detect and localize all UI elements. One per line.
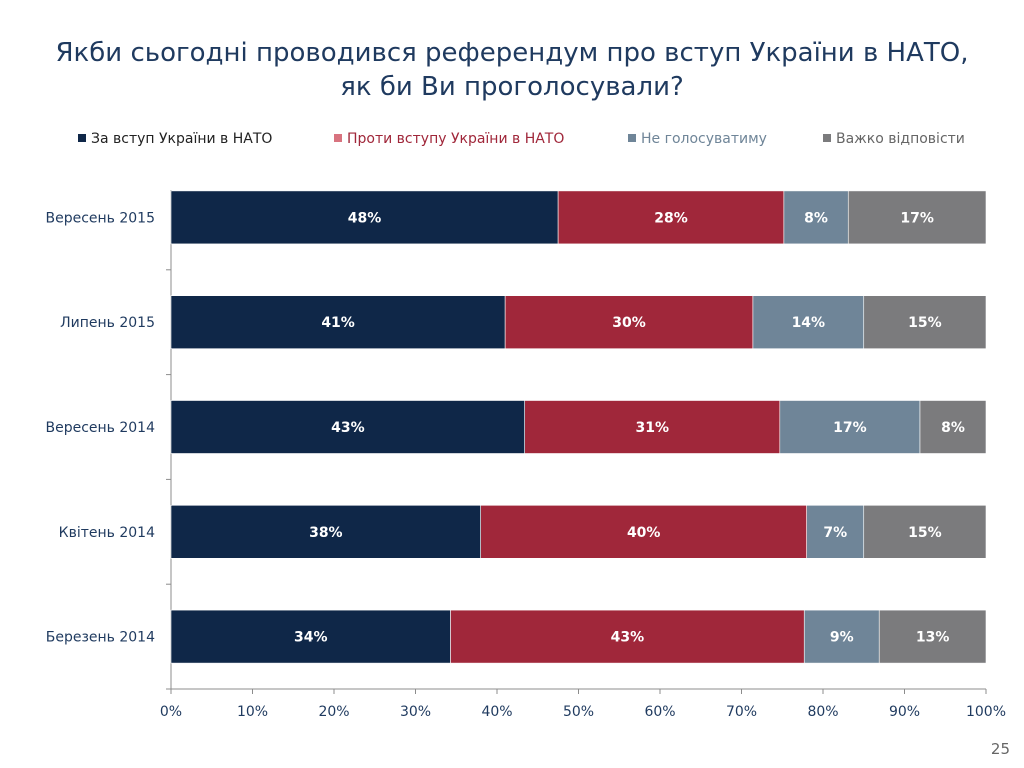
x-tick-label: 60% bbox=[644, 704, 675, 720]
bar-value-label: 48% bbox=[348, 210, 382, 226]
legend-label-hard-to-say: Важко відповісти bbox=[836, 131, 965, 147]
chart-title: Якби сьогодні проводився референдум про … bbox=[55, 38, 969, 102]
bar-value-label: 9% bbox=[830, 630, 854, 646]
legend-label-for: За вступ України в НАТО bbox=[91, 131, 273, 147]
x-tick-label: 50% bbox=[563, 704, 594, 720]
bar-segment bbox=[504, 295, 754, 350]
bar-segment bbox=[878, 609, 987, 664]
bar-segment bbox=[557, 190, 785, 245]
y-category-label: Квітень 2014 bbox=[59, 525, 155, 541]
bar-segment bbox=[806, 504, 865, 559]
legend-swatch-for bbox=[78, 134, 86, 142]
legend-label-wont-vote: Не голосуватиму bbox=[641, 131, 767, 147]
bar-segment bbox=[803, 609, 880, 664]
x-tick-label: 90% bbox=[889, 704, 920, 720]
legend-item-hard-to-say: Важко відповісти bbox=[823, 131, 965, 147]
bar-value-label: 31% bbox=[635, 420, 669, 436]
legend-swatch-against bbox=[334, 134, 342, 142]
bar-value-label: 41% bbox=[321, 315, 355, 331]
legend-item-for: За вступ України в НАТО bbox=[78, 131, 272, 147]
bar-segment bbox=[783, 190, 849, 245]
legend-item-against: Проти вступу України в НАТО bbox=[334, 131, 564, 147]
bar-segment bbox=[450, 609, 805, 664]
bar-segment bbox=[919, 400, 987, 454]
x-tick-label: 20% bbox=[318, 704, 349, 720]
x-tick-label: 80% bbox=[807, 704, 838, 720]
x-tick-label: 30% bbox=[400, 704, 431, 720]
page-number: 25 bbox=[990, 740, 1010, 758]
legend-item-wont-vote: Не голосуватиму bbox=[628, 131, 767, 147]
bar-segment bbox=[863, 504, 987, 559]
bar-segment bbox=[863, 295, 987, 350]
bar-value-label: 8% bbox=[941, 420, 965, 436]
x-tick-label: 70% bbox=[726, 704, 757, 720]
chart-legend: За вступ України в НАТО Проти вступу Укр… bbox=[0, 131, 1024, 151]
bar-value-label: 28% bbox=[654, 210, 688, 226]
x-tick-label: 10% bbox=[237, 704, 268, 720]
bar-value-label: 15% bbox=[908, 315, 942, 331]
y-category-label: Вересень 2015 bbox=[45, 210, 155, 226]
bar-value-label: 38% bbox=[309, 525, 343, 541]
bar-value-label: 14% bbox=[792, 315, 826, 331]
x-tick-label: 0% bbox=[160, 704, 182, 720]
bar-value-label: 17% bbox=[833, 420, 867, 436]
legend-swatch-hard-to-say bbox=[823, 134, 831, 142]
bar-segment bbox=[779, 400, 921, 454]
bar-value-label: 7% bbox=[823, 525, 847, 541]
x-tick-label: 100% bbox=[966, 704, 1006, 720]
bar-segment bbox=[170, 295, 506, 350]
x-tick-label: 40% bbox=[481, 704, 512, 720]
bar-segment bbox=[752, 295, 865, 350]
bar-value-label: 8% bbox=[804, 210, 828, 226]
bar-value-label: 15% bbox=[908, 525, 942, 541]
y-category-label: Березень 2014 bbox=[46, 630, 155, 646]
legend-swatch-wont-vote bbox=[628, 134, 636, 142]
y-category-label: Вересень 2014 bbox=[45, 420, 155, 436]
bar-value-label: 40% bbox=[627, 525, 661, 541]
bar-value-label: 43% bbox=[331, 420, 365, 436]
bar-segment bbox=[170, 504, 482, 559]
bar-value-label: 43% bbox=[611, 630, 645, 646]
bar-segment bbox=[170, 190, 559, 245]
bar-value-label: 30% bbox=[612, 315, 646, 331]
bar-value-label: 17% bbox=[900, 210, 934, 226]
bar-segment bbox=[170, 609, 451, 664]
bar-segment bbox=[847, 190, 987, 245]
legend-label-against: Проти вступу України в НАТО bbox=[347, 131, 565, 147]
bar-value-label: 13% bbox=[916, 630, 950, 646]
y-category-label: Липень 2015 bbox=[60, 315, 155, 331]
bar-value-label: 34% bbox=[294, 630, 328, 646]
bar-segment bbox=[480, 504, 808, 559]
